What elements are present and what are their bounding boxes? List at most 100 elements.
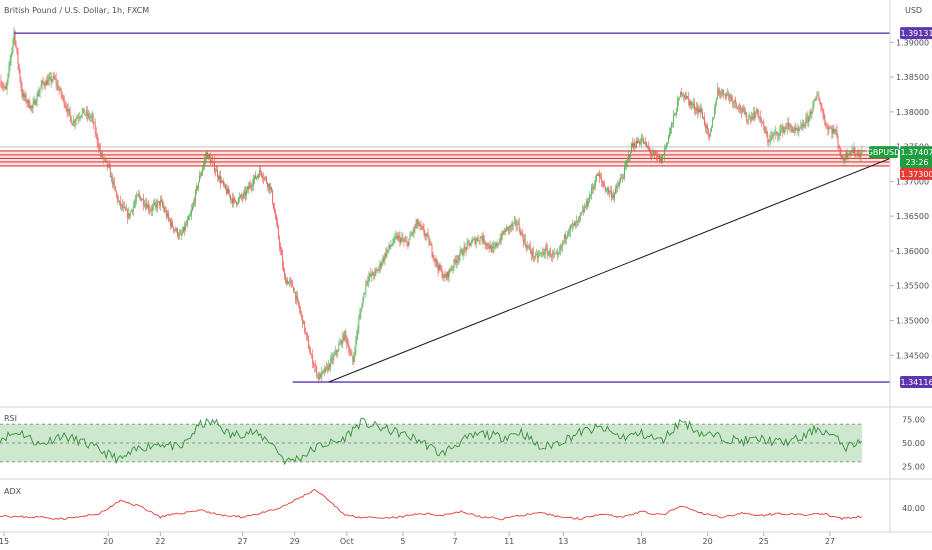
candle-body xyxy=(430,243,432,246)
candle-body xyxy=(122,206,124,208)
candle-bull xyxy=(227,185,228,195)
candle-bear xyxy=(433,254,435,263)
candle-bear xyxy=(536,251,538,264)
candle-body xyxy=(490,245,492,252)
candle-body xyxy=(743,108,745,111)
candle-bull xyxy=(616,183,617,194)
candle-body xyxy=(825,125,827,126)
candle-body xyxy=(287,280,289,285)
candle-body xyxy=(103,158,105,159)
candle-body xyxy=(714,108,716,118)
candle-bull xyxy=(572,223,574,229)
candle-body xyxy=(573,223,575,226)
candle-bear xyxy=(533,255,535,262)
candle-body xyxy=(374,270,376,276)
candle-body xyxy=(330,358,332,368)
candle-bear xyxy=(564,231,566,245)
trendline-group[interactable] xyxy=(328,157,891,383)
candle-body xyxy=(101,152,103,158)
trendline[interactable] xyxy=(328,157,891,383)
candle-bull xyxy=(244,187,245,200)
candle-bull xyxy=(198,181,199,192)
candle-body xyxy=(35,102,37,105)
candle-body xyxy=(100,152,102,155)
candle-bull xyxy=(202,165,203,177)
candle-body xyxy=(777,132,779,136)
candle-body xyxy=(25,95,27,102)
candle-bear xyxy=(605,186,606,193)
candle-bear xyxy=(410,230,412,236)
candle-body xyxy=(528,246,530,248)
candle-bear xyxy=(64,100,66,109)
candle-bull xyxy=(90,112,92,122)
candle-bull xyxy=(619,178,620,190)
candle-bull xyxy=(571,219,573,232)
candle-bear xyxy=(427,228,429,238)
candle-bear xyxy=(251,182,252,193)
candle-body xyxy=(11,47,13,55)
candle-bear xyxy=(852,147,854,153)
candle-body xyxy=(767,135,769,142)
candle-body xyxy=(753,112,755,119)
candle-body xyxy=(638,141,639,144)
adx-line xyxy=(0,488,863,521)
candle-body xyxy=(448,269,450,278)
candle-bull xyxy=(49,72,51,81)
candle-bear xyxy=(262,173,264,183)
candle-body xyxy=(445,277,447,279)
candle-body xyxy=(60,88,62,95)
candle-bear xyxy=(515,218,517,232)
candle-body xyxy=(701,108,703,113)
candle-body xyxy=(512,223,514,227)
candle-body xyxy=(384,253,386,261)
candle-bull xyxy=(289,277,291,288)
candle-body xyxy=(61,94,63,97)
candle-body xyxy=(297,296,299,300)
candle-body xyxy=(236,201,237,205)
candle-bear xyxy=(719,87,721,99)
candle-body xyxy=(621,177,622,179)
candle-bear xyxy=(857,148,859,158)
candle-body xyxy=(177,228,178,236)
candle-body xyxy=(704,117,706,125)
candle-bull xyxy=(623,173,624,180)
candle-body xyxy=(510,224,512,228)
candle-body xyxy=(142,198,144,205)
candle-body xyxy=(690,102,692,106)
candle-bull xyxy=(561,239,563,253)
candle-body xyxy=(696,107,698,111)
candle-body xyxy=(507,226,509,231)
candle-bear xyxy=(830,125,832,129)
candle-body xyxy=(796,128,798,130)
candle-body xyxy=(221,181,222,183)
candle-body xyxy=(263,177,265,179)
candle-body xyxy=(423,228,425,234)
candle-body xyxy=(294,292,296,293)
candle-body xyxy=(242,197,243,198)
candle-body xyxy=(472,239,474,241)
candle-bull xyxy=(678,97,679,107)
candle-body xyxy=(647,146,648,148)
candle-bear xyxy=(37,88,39,98)
candle-bull xyxy=(855,153,857,160)
candle-body xyxy=(345,330,347,337)
candle-body xyxy=(408,239,410,246)
candle-body xyxy=(827,126,829,131)
candle-body xyxy=(699,108,701,113)
candle-bear xyxy=(432,252,434,261)
candle-body xyxy=(515,220,517,226)
candle-body xyxy=(324,369,326,373)
candle-body xyxy=(10,54,12,61)
candle-bull xyxy=(568,226,570,237)
candle-body xyxy=(502,231,504,234)
candle-body xyxy=(91,115,93,117)
candle-bear xyxy=(380,261,382,272)
candle-bear xyxy=(436,258,438,268)
candle-body xyxy=(460,250,462,252)
candle-body xyxy=(395,235,397,237)
candle-body xyxy=(847,154,849,158)
candle-body xyxy=(314,365,316,367)
candle-body xyxy=(809,111,811,116)
candle-body xyxy=(441,269,443,278)
